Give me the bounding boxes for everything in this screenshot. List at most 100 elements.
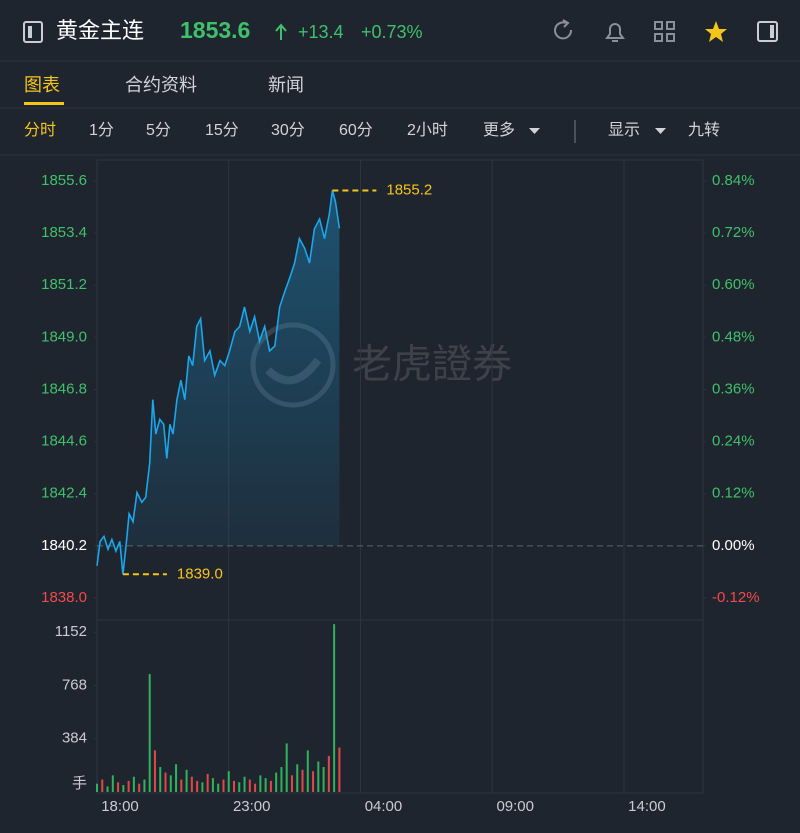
- y-tick-label: 1840.2: [41, 537, 87, 554]
- y-axis-unit: 手: [72, 775, 87, 792]
- volume-bar: [222, 779, 225, 792]
- volume-bar: [180, 779, 183, 792]
- volume-bar: [290, 775, 293, 792]
- interval[interactable]: 2小时: [407, 121, 448, 139]
- interval[interactable]: 30分: [271, 121, 305, 139]
- volume-bar: [185, 769, 188, 792]
- up-arrow: [275, 23, 287, 40]
- y2-tick-label: -0.12%: [712, 589, 760, 606]
- volume-bar: [338, 747, 341, 792]
- tab[interactable]: 合约资料: [125, 75, 197, 95]
- volume-bar: [96, 783, 98, 792]
- volume-bar: [196, 780, 199, 792]
- y-tick-label: 1838.0: [41, 589, 87, 606]
- y-tick-label: 1855.6: [41, 172, 87, 189]
- sidebar-toggle[interactable]: [23, 21, 43, 43]
- volume-bar: [280, 767, 283, 792]
- interval[interactable]: 更多: [483, 121, 515, 139]
- y-tick-label: 768: [62, 676, 87, 693]
- x-tick-label: 04:00: [365, 798, 403, 815]
- x-tick-label: 09:00: [496, 798, 534, 815]
- volume-bar: [117, 782, 120, 792]
- y-tick-label: 1849.0: [41, 328, 87, 345]
- volume-bar: [164, 772, 167, 792]
- volume-bar: [264, 778, 267, 792]
- y2-tick-label: 0.24%: [712, 433, 755, 450]
- volume-bar: [238, 782, 241, 792]
- volume-bar: [101, 779, 104, 792]
- y-tick-label: 384: [62, 730, 87, 747]
- volume-bar: [148, 674, 151, 792]
- price: 1853.6: [180, 17, 250, 43]
- bell-icon[interactable]: [605, 23, 625, 42]
- volume-bar: [275, 772, 278, 792]
- y2-tick-label: 0.84%: [712, 172, 755, 189]
- y-tick-label: 1844.6: [41, 433, 87, 450]
- interval[interactable]: 显示: [608, 122, 640, 139]
- y2-tick-label: 0.00%: [712, 537, 755, 554]
- volume-bar: [106, 786, 109, 792]
- volume-bar: [169, 775, 172, 792]
- panel-icon[interactable]: [757, 21, 778, 42]
- y2-tick-label: 0.12%: [712, 485, 755, 502]
- y-tick-label: 1853.4: [41, 224, 87, 241]
- volume-bar: [306, 750, 309, 792]
- volume-bar: [322, 767, 325, 792]
- volume-bar: [143, 779, 146, 792]
- y2-tick-label: 0.72%: [712, 224, 755, 241]
- volume-bar: [243, 776, 246, 792]
- volume-bar: [317, 761, 320, 792]
- volume-bar: [138, 783, 141, 792]
- volume-bar: [175, 764, 178, 792]
- grid-icon[interactable]: [654, 21, 675, 42]
- volume-bar: [227, 771, 230, 792]
- price-line: [96, 190, 341, 575]
- x-tick-label: 18:00: [101, 798, 139, 815]
- watermark-text: 老虎證券: [352, 343, 512, 387]
- extreme-label: 1839.0: [177, 565, 223, 582]
- tab[interactable]: 新闻: [268, 75, 304, 95]
- interval[interactable]: 分时: [24, 121, 56, 139]
- extreme-label: 1855.2: [386, 181, 432, 198]
- tab[interactable]: 图表: [24, 75, 60, 95]
- change: +13.4: [298, 22, 344, 42]
- volume-bar: [127, 780, 130, 792]
- interval[interactable]: 九转: [688, 121, 720, 139]
- x-tick-label: 23:00: [233, 798, 271, 815]
- volume-bar: [233, 780, 236, 792]
- volume-bar: [111, 775, 114, 792]
- volume-bar: [201, 782, 204, 792]
- volume-bar: [248, 779, 251, 792]
- volume-bar: [327, 755, 330, 792]
- volume-bar: [333, 624, 336, 792]
- y-tick-label: 1152: [55, 623, 87, 640]
- tab-underline: [24, 102, 64, 105]
- x-tick-label: 14:00: [628, 798, 666, 815]
- volume-bar: [285, 743, 288, 792]
- volume-bar: [132, 776, 135, 792]
- plot-frame: [96, 159, 704, 794]
- y-tick-label: 1842.4: [41, 485, 87, 502]
- volume-bar: [254, 783, 257, 792]
- volume-bar: [159, 767, 162, 792]
- price-area: [97, 190, 340, 575]
- y2-tick-label: 0.48%: [712, 328, 755, 345]
- volume-bar: [153, 750, 156, 792]
- y-tick-label: 1851.2: [41, 276, 87, 293]
- volume-bar: [211, 778, 214, 792]
- y2-tick-label: 0.60%: [712, 276, 755, 293]
- interval[interactable]: 15分: [205, 121, 239, 139]
- interval[interactable]: 60分: [339, 121, 373, 139]
- refresh-icon[interactable]: [554, 19, 573, 40]
- dropdown-caret: [655, 128, 666, 134]
- volume-bar: [259, 775, 262, 792]
- interval[interactable]: 1分: [89, 121, 114, 139]
- volume-bar: [296, 764, 299, 792]
- dropdown-caret: [529, 128, 540, 134]
- volume-bar: [206, 773, 209, 792]
- interval[interactable]: 5分: [146, 121, 171, 139]
- favorite-icon[interactable]: [705, 21, 727, 42]
- volume-bar: [301, 769, 304, 792]
